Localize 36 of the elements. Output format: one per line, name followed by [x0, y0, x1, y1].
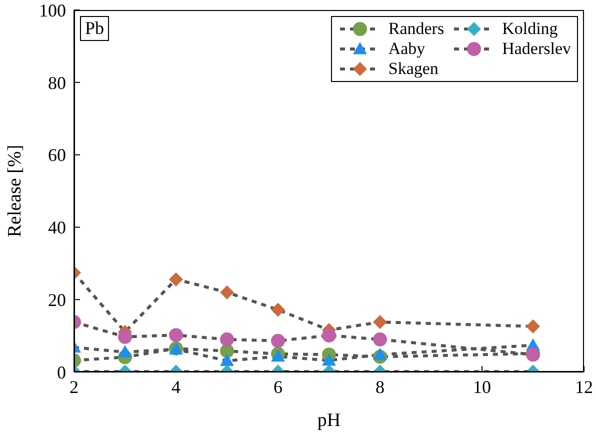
- point: [271, 302, 285, 317]
- point: [322, 353, 336, 366]
- legend-label: Kolding: [502, 19, 558, 39]
- annotation: Pb: [80, 16, 110, 41]
- point: [169, 328, 183, 342]
- point: [220, 332, 234, 346]
- point: [271, 349, 285, 362]
- x-tick-label: 8: [376, 376, 384, 397]
- point: [373, 332, 387, 346]
- point: [526, 319, 540, 334]
- y-tick-label: 100: [39, 0, 66, 20]
- point: [220, 354, 234, 366]
- y-axis-title: Release [%]: [4, 144, 26, 238]
- y-tick-label: 80: [48, 72, 66, 93]
- y-tick-label: 0: [57, 362, 66, 382]
- point: [373, 348, 387, 360]
- point: [220, 285, 234, 300]
- legend-label: Haderslev: [502, 39, 571, 59]
- point: [373, 315, 387, 330]
- x-tick-label: 10: [473, 376, 491, 397]
- point: [118, 330, 132, 344]
- y-tick-label: 40: [48, 218, 66, 238]
- point: [271, 334, 285, 348]
- point: [118, 345, 132, 358]
- point: [169, 272, 183, 286]
- x-tick-label: 4: [172, 376, 180, 397]
- legend-label: Skagen: [388, 59, 438, 79]
- legend-label: Randers: [388, 19, 444, 39]
- x-axis-title: pH: [317, 410, 341, 431]
- legend-label: Aaby: [388, 39, 426, 59]
- y-tick-label: 60: [48, 145, 66, 166]
- y-tick-label: 20: [48, 290, 66, 310]
- x-tick-label: 2: [70, 376, 78, 397]
- x-tick-label: 6: [274, 376, 282, 397]
- point: [322, 328, 336, 342]
- x-tick-label: 12: [575, 376, 593, 397]
